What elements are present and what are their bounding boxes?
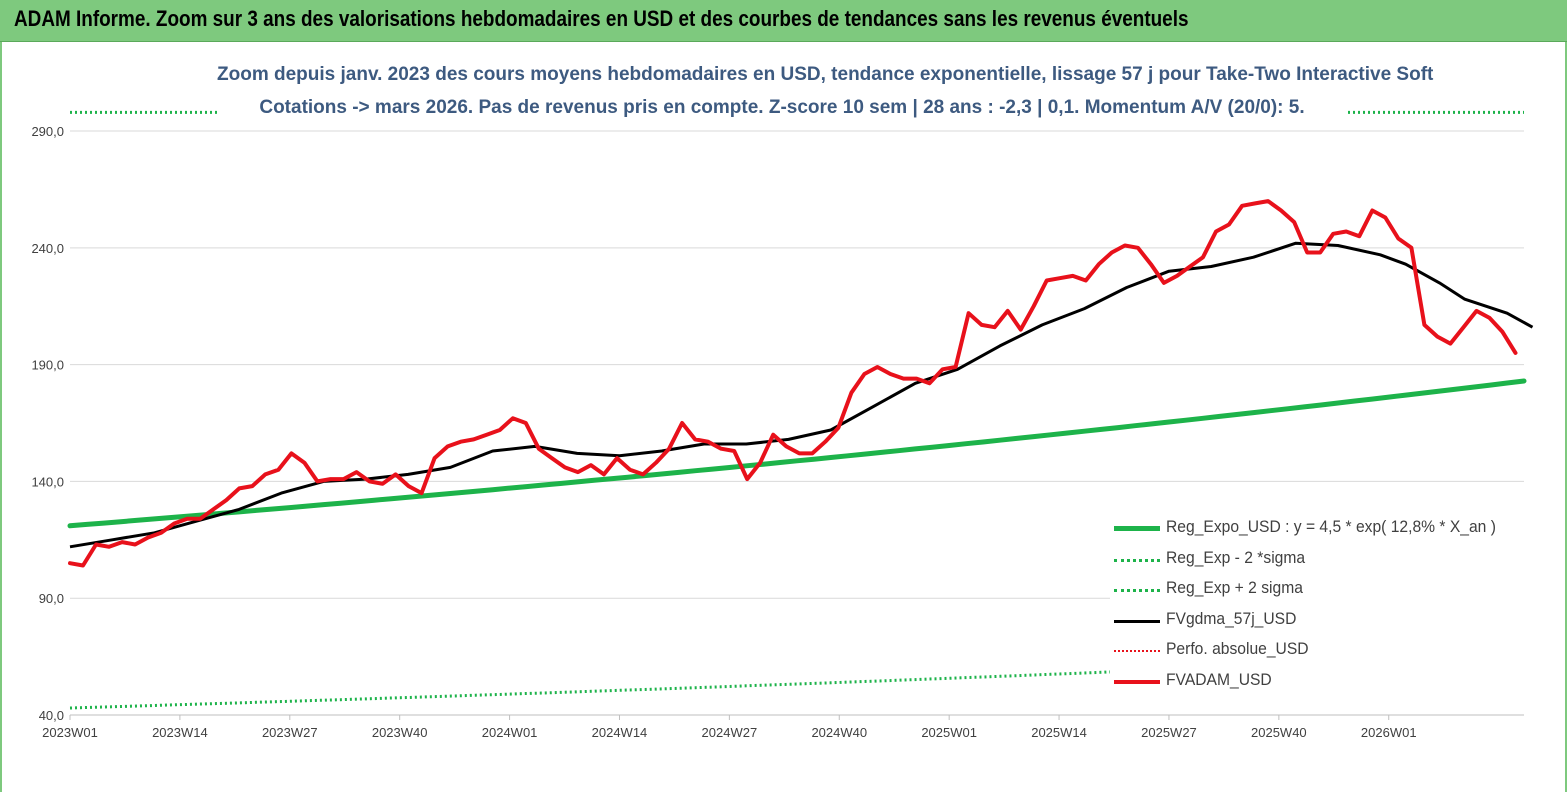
legend-swatch-reg-plus	[1114, 589, 1160, 592]
legend-item-perfo: Perfo. absolue_USD	[1110, 637, 1530, 668]
x-tick-label-3: 2023W40	[372, 725, 428, 740]
chart-frame	[0, 42, 1567, 792]
legend-label-reg-plus: Reg_Exp + 2 sigma	[1166, 578, 1303, 597]
x-tick-label-9: 2025W14	[1031, 725, 1087, 740]
header-bar: ADAM Informe. Zoom sur 3 ans des valoris…	[0, 0, 1567, 42]
chart-title-line-1: Zoom depuis janv. 2023 des cours moyens …	[217, 64, 1434, 86]
legend-item-fvadam: FVADAM_USD	[1110, 668, 1530, 699]
legend-label-fvadam: FVADAM_USD	[1166, 669, 1272, 689]
legend-label-reg-minus: Reg_Exp - 2 *sigma	[1166, 547, 1306, 567]
y-tick-label-1: 90,0	[39, 591, 64, 606]
legend-swatch-fvadam	[1114, 679, 1160, 684]
legend-item-reg-expo: Reg_Expo_USD : y = 4,5 * exp( 12,8% * X_…	[1110, 515, 1530, 546]
legend-item-fvgdma: FVgdma_57j_USD	[1110, 607, 1530, 638]
y-tick-label-4: 240,0	[31, 241, 64, 256]
legend-item-reg-minus: Reg_Exp - 2 *sigma	[1110, 546, 1530, 577]
page-title: ADAM Informe. Zoom sur 3 ans des valoris…	[14, 6, 1189, 31]
x-tick-label-10: 2025W27	[1141, 725, 1197, 740]
series-fvgdma	[69, 241, 1534, 549]
chart-legend: Reg_Expo_USD : y = 4,5 * exp( 12,8% * X_…	[1110, 515, 1530, 698]
x-tick-label-0: 2023W01	[42, 725, 98, 740]
series-layer	[67, 110, 1534, 710]
legend-swatch-fvgdma	[1114, 619, 1160, 623]
x-tick-label-12: 2026W01	[1361, 725, 1417, 740]
y-tick-label-3: 190,0	[31, 358, 64, 373]
legend-item-reg-plus: Reg_Exp + 2 sigma	[1110, 576, 1530, 607]
y-tick-label-0: 40,0	[39, 708, 64, 723]
y-tick-label-5: 290,0	[31, 124, 64, 139]
legend-label-fvgdma: FVgdma_57j_USD	[1166, 608, 1297, 628]
x-tick-label-11: 2025W40	[1251, 725, 1307, 740]
x-tick-label-7: 2024W40	[811, 725, 867, 740]
legend-label-perfo: Perfo. absolue_USD	[1166, 639, 1309, 658]
x-tick-label-5: 2024W14	[592, 725, 648, 740]
x-tick-label-6: 2024W27	[702, 725, 758, 740]
axis-layer: 40,0 90,0 140,0 190,0 240,0 290,0 2023W01 2023W…	[31, 124, 1524, 740]
x-tick-label-1: 2023W14	[152, 725, 208, 740]
series-reg-expo	[67, 378, 1527, 529]
legend-swatch-perfo	[1114, 650, 1160, 652]
chart-title-line-2: Cotations -> mars 2026. Pas de revenus p…	[217, 97, 1347, 119]
y-tick-label-2: 140,0	[31, 474, 64, 489]
series-fvadam	[68, 199, 1518, 568]
x-tick-label-4: 2024W01	[482, 725, 538, 740]
legend-label-reg-expo: Reg_Expo_USD : y = 4,5 * exp( 12,8% * X_…	[1166, 517, 1496, 536]
x-tick-label-8: 2025W01	[921, 725, 977, 740]
legend-swatch-reg-expo	[1114, 526, 1160, 531]
x-tick-label-2: 2023W27	[262, 725, 318, 740]
legend-swatch-reg-minus	[1114, 558, 1160, 562]
